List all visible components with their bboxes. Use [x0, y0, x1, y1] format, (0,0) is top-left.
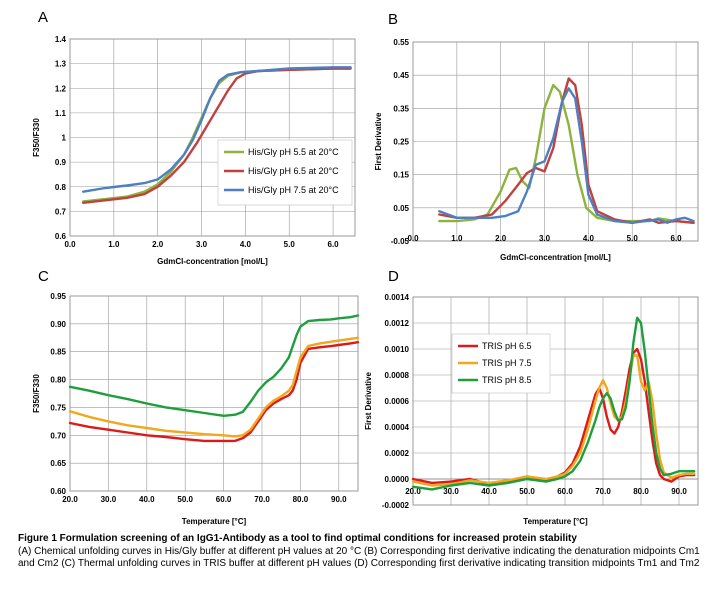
- x-axis-title: GdmCl-concentration [mol/L]: [500, 253, 611, 262]
- x-tick-label: 90.0: [671, 487, 687, 496]
- y-tick-label: 0.25: [393, 138, 409, 147]
- y-tick-label: 0.75: [50, 403, 66, 412]
- legend-entry: TRIS pH 8.5: [482, 375, 532, 385]
- y-tick-label: 0.0000: [385, 475, 410, 484]
- y-tick-label: 0.0008: [385, 371, 410, 380]
- x-tick-label: 2.0: [152, 240, 164, 249]
- x-tick-label: 3.0: [196, 240, 208, 249]
- chart-panel-c: C 0.60 0.65 0.70 0.75 0.80 0.85 0.90 0.95 20.0 30.…: [32, 268, 360, 526]
- x-tick-label: 0.0: [407, 234, 419, 243]
- y-tick-label: 0.0010: [385, 345, 410, 354]
- x-tick-label: 80.0: [633, 487, 649, 496]
- y-tick-label: 0.6: [55, 232, 67, 241]
- x-tick-label: 70.0: [254, 495, 270, 504]
- series-line-2: [68, 336, 360, 438]
- x-tick-label: 4.0: [240, 240, 252, 249]
- x-tick-label: 60.0: [557, 487, 573, 496]
- series-line-3: [82, 66, 352, 193]
- y-axis-title: First Derivative: [364, 372, 373, 430]
- x-tick-label: 90.0: [331, 495, 347, 504]
- y-tick-label: -0.05: [391, 237, 410, 246]
- series-line-3: [68, 314, 360, 417]
- x-tick-label: 4.0: [583, 234, 595, 243]
- x-tick-label: 60.0: [216, 495, 232, 504]
- x-tick-label: 5.0: [627, 234, 639, 243]
- series-line-3: [438, 87, 695, 224]
- x-tick-label: 40.0: [481, 487, 497, 496]
- y-tick-label: 0.45: [393, 71, 409, 80]
- x-tick-label: 2.0: [495, 234, 507, 243]
- y-tick-label: 0.90: [50, 320, 66, 329]
- panel-letter: C: [38, 268, 49, 285]
- series-line-1: [68, 341, 360, 443]
- legend-entry: His/Gly pH 6.5 at 20°C: [248, 166, 339, 176]
- x-tick-label: 40.0: [139, 495, 155, 504]
- plot-frame: [69, 295, 359, 492]
- chart-panel-b: B -0.05 0.05 0.15 0.25 0.35 0.45 0.55 0.0 1.0 2.0 3…: [374, 11, 699, 262]
- y-tick-label: 0.8: [55, 183, 67, 192]
- x-tick-label: 3.0: [539, 234, 551, 243]
- panel-letter: D: [388, 268, 399, 285]
- x-tick-label: 5.0: [284, 240, 296, 249]
- legend-entry: His/Gly pH 5.5 at 20°C: [248, 147, 339, 157]
- y-tick-label: 0.05: [393, 204, 409, 213]
- y-tick-label: -0.0002: [382, 501, 410, 510]
- y-tick-label: 1: [62, 134, 67, 143]
- x-tick-label: 30.0: [101, 495, 117, 504]
- series-line-2: [411, 354, 696, 487]
- x-tick-label: 0.0: [64, 240, 76, 249]
- caption-title: Figure 1 Formulation screening of an IgG…: [18, 533, 577, 544]
- y-tick-label: 0.60: [50, 487, 66, 496]
- y-axis-title: F350/F330: [32, 118, 41, 157]
- y-tick-label: 0.7: [55, 207, 67, 216]
- legend-entry: His/Gly pH 7.5 at 20°C: [248, 185, 339, 195]
- x-tick-label: 6.0: [671, 234, 683, 243]
- y-tick-label: 1.2: [55, 84, 67, 93]
- panel-letter: B: [388, 11, 398, 28]
- x-axis-title: GdmCl-concentration [mol/L]: [157, 257, 268, 266]
- x-tick-label: 6.0: [328, 240, 340, 249]
- y-tick-label: 0.65: [50, 459, 66, 468]
- x-tick-label: 80.0: [293, 495, 309, 504]
- y-tick-label: 0.15: [393, 171, 409, 180]
- caption-body: (A) Chemical unfolding curves in His/Gly…: [18, 545, 700, 570]
- chart-panel-a: A 0.6 0.7 0.8 0.9 1 1.1 1.2 1.3 1.4 0.0 1.0 2.0 3.0 4.…: [32, 9, 356, 266]
- figure-caption: Figure 1 Formulation screening of an IgG…: [18, 533, 718, 571]
- y-tick-label: 1.3: [55, 60, 67, 69]
- x-axis-title: Temperature [°C]: [523, 517, 588, 526]
- series-line-3: [411, 316, 696, 491]
- x-tick-label: 30.0: [443, 487, 459, 496]
- x-tick-label: 20.0: [62, 495, 78, 504]
- y-tick-label: 0.85: [50, 348, 66, 357]
- x-axis-title: Temperature [°C]: [182, 517, 247, 526]
- y-tick-label: 0.0006: [385, 397, 410, 406]
- legend-entry: TRIS pH 6.5: [482, 341, 532, 351]
- x-tick-label: 50.0: [519, 487, 535, 496]
- y-tick-label: 0.0012: [385, 319, 410, 328]
- y-tick-label: 0.95: [50, 292, 66, 301]
- y-tick-label: 0.55: [393, 38, 409, 47]
- y-axis-title: First Derivative: [374, 112, 383, 170]
- y-tick-label: 0.80: [50, 376, 66, 385]
- x-tick-label: 1.0: [451, 234, 463, 243]
- y-tick-label: 0.0002: [385, 449, 410, 458]
- x-tick-label: 20.0: [405, 487, 421, 496]
- panel-letter: A: [38, 9, 48, 26]
- y-tick-label: 0.0004: [385, 423, 410, 432]
- y-tick-label: 1.1: [55, 109, 67, 118]
- legend-entry: TRIS pH 7.5: [482, 358, 532, 368]
- y-tick-label: 0.70: [50, 431, 66, 440]
- y-tick-label: 0.35: [393, 104, 409, 113]
- chart-panel-d: D -0.0002 0.0000 0.0002 0.0004 0.0006 0.0008 0.…: [364, 268, 699, 526]
- x-tick-label: 1.0: [108, 240, 120, 249]
- y-axis-title: F350/F330: [32, 374, 41, 413]
- x-tick-label: 70.0: [595, 487, 611, 496]
- x-tick-label: 50.0: [177, 495, 193, 504]
- y-tick-label: 0.9: [55, 158, 67, 167]
- y-tick-label: 1.4: [55, 35, 67, 44]
- y-tick-label: 0.0014: [385, 293, 410, 302]
